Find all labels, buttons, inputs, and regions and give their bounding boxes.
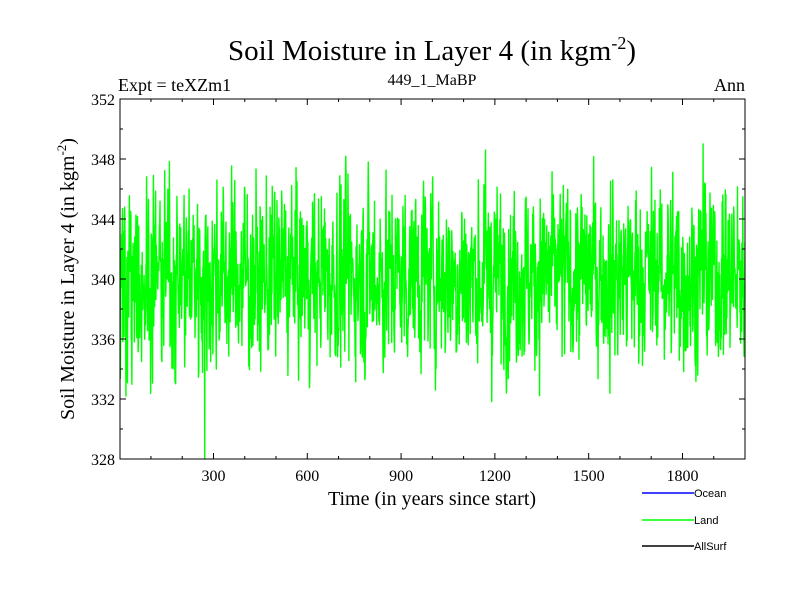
chart-title: Soil Moisture in Layer 4 (in kgm-2) [228, 33, 636, 67]
experiment-label: Expt = teXZm1 [118, 75, 231, 95]
land-line [120, 143, 745, 459]
y-axis: 328 332 336 340 344 348 352 [91, 92, 745, 469]
y-tick-label: 352 [91, 92, 115, 109]
y-tick-label: 332 [91, 392, 115, 409]
season-label: Ann [714, 75, 745, 95]
y-tick-label: 344 [91, 212, 115, 229]
x-axis-label: Time (in years since start) [328, 488, 536, 510]
legend-label-allsurf: AllSurf [694, 541, 727, 553]
legend-label-ocean: Ocean [694, 488, 726, 500]
y-tick-label: 340 [91, 272, 115, 289]
y-tick-label: 336 [91, 332, 115, 349]
x-tick-label: 600 [295, 468, 319, 485]
y-axis-label: Soil Moisture in Layer 4 (in kgm-2) [54, 138, 79, 420]
legend: Ocean Land AllSurf [642, 488, 727, 553]
x-tick-label: 1500 [573, 468, 605, 485]
x-tick-label: 1800 [666, 468, 698, 485]
x-axis: 300 600 900 1200 1500 1800 [150, 99, 715, 485]
y-tick-label: 328 [91, 452, 115, 469]
period-label: 449_1_MaBP [388, 72, 477, 89]
series-land [120, 143, 745, 459]
x-tick-label: 900 [389, 468, 413, 485]
x-tick-label: 1200 [479, 468, 511, 485]
x-tick-label: 300 [201, 468, 225, 485]
y-tick-label: 348 [91, 152, 115, 169]
legend-label-land: Land [694, 515, 718, 527]
